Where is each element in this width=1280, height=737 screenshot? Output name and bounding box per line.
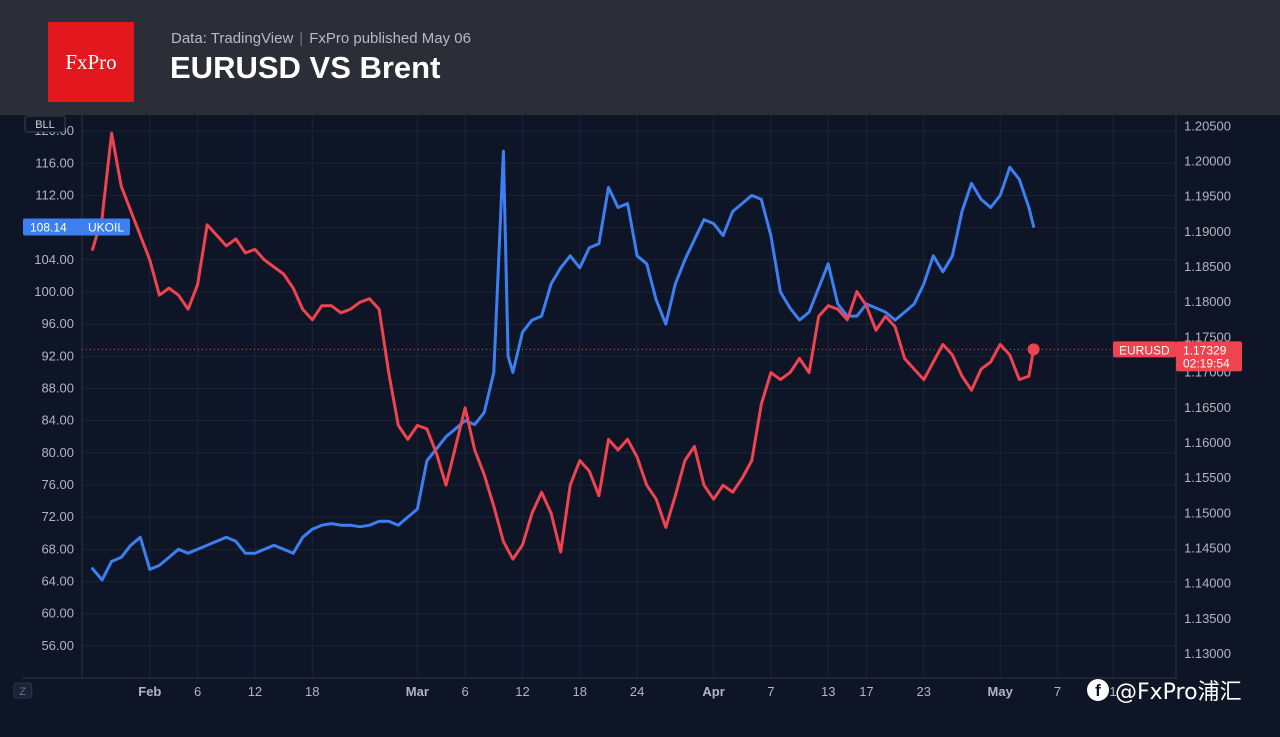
right-tick-label: 1.18000 xyxy=(1184,294,1231,309)
chart-area: 120.00116.00112.00108.00104.00100.0096.0… xyxy=(0,115,1280,732)
watermark: f @FxPro浦汇 xyxy=(1087,674,1242,706)
x-tick-label: 24 xyxy=(630,684,644,699)
right-tick-label: 1.16000 xyxy=(1184,435,1231,450)
right-tick-label: 1.20500 xyxy=(1184,118,1231,133)
eurusd-name-badge xyxy=(1113,341,1176,358)
chart-background xyxy=(0,115,1280,732)
publish-info: FxPro published May 06 xyxy=(309,30,471,47)
left-tick-label: 84.00 xyxy=(41,413,74,428)
right-tick-label: 1.15000 xyxy=(1184,505,1231,520)
x-tick-label: Feb xyxy=(138,684,161,699)
header-bar: FxPro Data: TradingView | FxPro published … xyxy=(0,0,1280,115)
left-tick-label: 96.00 xyxy=(41,316,74,331)
logo-text: FxPro xyxy=(65,50,117,74)
chart-svg: 120.00116.00112.00108.00104.00100.0096.0… xyxy=(0,115,1280,732)
eurusd-last-point xyxy=(1027,343,1040,356)
left-tick-label: 64.00 xyxy=(41,573,74,588)
x-tick-label: 6 xyxy=(462,684,469,699)
right-tick-label: 1.13500 xyxy=(1184,611,1231,626)
meta-separator: | xyxy=(299,30,304,47)
x-tick-label: Mar xyxy=(406,684,429,699)
left-tick-label: 116.00 xyxy=(35,155,74,170)
left-tick-label: 80.00 xyxy=(41,445,74,460)
left-tick-label: 88.00 xyxy=(41,380,74,395)
series-line-ukoil xyxy=(91,149,1036,582)
meta-line: Data: TradingView | FxPro published May 06 xyxy=(171,30,471,47)
right-tick-label: 1.15500 xyxy=(1184,470,1231,485)
x-tick-label: 12 xyxy=(248,684,262,699)
right-tick-label: 1.19000 xyxy=(1184,224,1231,239)
x-tick-label: Apr xyxy=(702,684,724,699)
left-tick-label: 100.00 xyxy=(34,284,74,299)
fxpro-logo: FxPro xyxy=(48,22,134,102)
left-tick-label: 60.00 xyxy=(41,606,74,621)
unit-label: BLL xyxy=(35,119,55,131)
page-title: EURUSD VS Brent xyxy=(170,50,441,85)
right-tick-label: 1.20000 xyxy=(1184,153,1231,168)
x-tick-label: 6 xyxy=(194,684,201,699)
series-line-eurusd xyxy=(91,131,1036,561)
right-tick-label: 1.14500 xyxy=(1184,541,1231,556)
x-tick-label: May xyxy=(988,684,1014,699)
right-tick-label: 1.13000 xyxy=(1184,646,1231,661)
left-tick-label: 112.00 xyxy=(35,187,74,202)
eurusd-price-badge xyxy=(1176,341,1242,372)
right-tick-label: 1.17500 xyxy=(1184,329,1231,344)
facebook-icon: f xyxy=(1087,679,1109,701)
x-tick-label: 18 xyxy=(573,684,587,699)
x-axis-badge-label: Z xyxy=(19,686,26,698)
x-tick-label: 7 xyxy=(767,684,774,699)
eurusd-series-name: EURUSD xyxy=(1119,343,1170,357)
left-tick-label: 72.00 xyxy=(41,509,74,524)
left-tick-label: 76.00 xyxy=(41,477,74,492)
right-tick-label: 1.18500 xyxy=(1184,259,1231,274)
x-tick-label: 17 xyxy=(859,684,873,699)
left-tick-label: 56.00 xyxy=(41,638,74,653)
x-tick-label: 23 xyxy=(917,684,931,699)
data-source: Data: TradingView xyxy=(171,30,294,47)
ukoil-last-value: 108.14 xyxy=(30,220,67,234)
left-tick-label: 92.00 xyxy=(41,348,74,363)
x-axis-badge xyxy=(13,682,33,699)
ukoil-series-name: UKOIL xyxy=(88,220,124,234)
x-tick-label: 7 xyxy=(1054,684,1061,699)
eurusd-timer: 02:19:54 xyxy=(1183,356,1230,370)
right-tick-label: 1.19500 xyxy=(1184,189,1231,204)
x-tick-label: 12 xyxy=(515,684,529,699)
right-tick-label: 1.14000 xyxy=(1184,576,1231,591)
right-tick-label: 1.16500 xyxy=(1184,400,1231,415)
x-tick-label: 1 xyxy=(1109,684,1116,699)
left-tick-label: 104.00 xyxy=(34,252,74,267)
x-tick-label: 13 xyxy=(821,684,835,699)
ukoil-value-badge xyxy=(23,218,130,236)
unit-badge xyxy=(24,115,66,133)
watermark-text: @FxPro浦汇 xyxy=(1115,680,1242,705)
left-tick-label: 68.00 xyxy=(41,541,74,556)
x-tick-label: 18 xyxy=(305,684,319,699)
eurusd-last-value: 1.17329 xyxy=(1183,343,1227,357)
